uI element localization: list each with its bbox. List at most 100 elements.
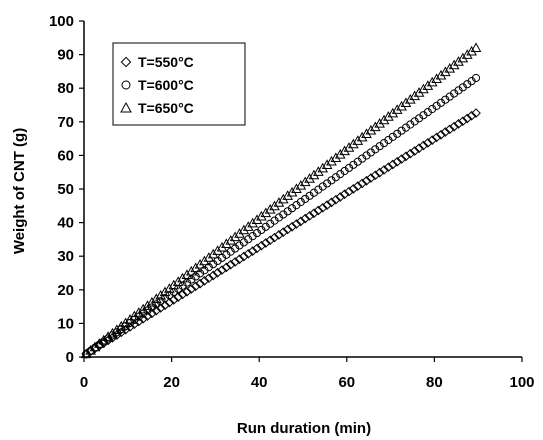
data-point — [334, 148, 346, 159]
data-point — [177, 289, 188, 300]
data-point — [199, 255, 210, 266]
data-point — [457, 52, 469, 63]
data-point — [120, 317, 131, 328]
data-point — [239, 251, 249, 262]
y-tick-label: 0 — [66, 349, 74, 366]
data-point — [365, 124, 377, 135]
data-point — [85, 345, 96, 355]
data-point — [199, 276, 210, 286]
data-point — [242, 221, 254, 231]
data-point — [348, 138, 359, 149]
y-tick-label: 60 — [57, 147, 74, 164]
data-point — [378, 114, 390, 125]
y-ticks: 0 10 20 30 40 50 60 70 80 90 100 — [49, 13, 84, 366]
data-point — [404, 93, 416, 104]
data-point — [102, 331, 114, 341]
data-point — [89, 341, 101, 352]
data-point — [330, 152, 342, 163]
legend-box — [112, 42, 246, 126]
data-point — [274, 230, 284, 240]
x-axis-title: Run duration (min) — [237, 420, 371, 437]
data-point — [115, 320, 127, 331]
series-diamond — [81, 108, 481, 359]
data-point — [265, 235, 275, 246]
data-point — [418, 83, 429, 94]
data-point — [111, 324, 123, 335]
y-tick-label: 100 — [49, 13, 74, 30]
data-point — [427, 135, 438, 145]
data-point — [352, 135, 364, 145]
data-point — [440, 66, 451, 77]
data-point — [107, 327, 118, 338]
y-tick-label: 20 — [57, 282, 74, 299]
data-point — [207, 248, 219, 259]
data-point — [322, 200, 332, 210]
data-point — [269, 232, 280, 243]
y-tick-label: 90 — [57, 47, 74, 64]
data-point — [182, 286, 192, 297]
data-point — [216, 241, 228, 252]
data-point — [129, 310, 140, 321]
data-point — [147, 308, 157, 319]
data-point — [466, 110, 477, 121]
data-point — [164, 283, 175, 293]
y-tick-label: 40 — [57, 215, 74, 232]
data-point — [203, 252, 215, 262]
data-point — [387, 159, 398, 170]
data-point — [453, 119, 464, 129]
legend-items: T=550°C T=600°C T=650°C — [120, 54, 194, 116]
data-point — [256, 210, 267, 221]
data-point — [326, 197, 337, 208]
data-point — [208, 270, 219, 281]
data-point — [225, 259, 236, 270]
data-point — [203, 273, 214, 284]
series-group — [80, 42, 482, 359]
legend-label: T=650°C — [138, 100, 194, 116]
data-point — [379, 165, 389, 175]
legend-marker-diamond — [120, 56, 132, 68]
data-point — [190, 262, 202, 273]
data-point — [304, 173, 315, 183]
data-point — [396, 100, 407, 111]
x-ticks: 0 20 40 60 80 100 — [80, 357, 535, 391]
data-point — [286, 186, 298, 197]
data-point — [366, 173, 376, 183]
data-point — [401, 151, 411, 162]
data-point — [426, 76, 438, 87]
data-point — [98, 334, 110, 345]
data-point — [138, 313, 148, 324]
data-point — [225, 234, 237, 245]
data-point — [352, 181, 363, 192]
y-tick-label: 30 — [57, 248, 74, 265]
data-point — [277, 193, 289, 204]
data-point — [85, 346, 96, 357]
data-point — [374, 118, 385, 128]
data-point — [260, 207, 272, 218]
data-point — [409, 146, 420, 156]
data-point — [160, 300, 170, 311]
data-point — [295, 216, 306, 227]
data-point — [387, 107, 399, 118]
data-point — [137, 303, 149, 314]
data-point — [391, 104, 403, 114]
data-point — [431, 132, 442, 143]
data-point — [356, 131, 368, 142]
data-point — [252, 243, 262, 254]
data-point — [230, 257, 240, 267]
data-point — [229, 231, 241, 242]
y-tick-label: 70 — [57, 114, 74, 131]
y-tick-label: 10 — [57, 315, 74, 332]
data-point — [369, 121, 381, 132]
x-tick-label: 60 — [338, 374, 355, 391]
data-point — [462, 113, 473, 124]
data-point — [251, 214, 263, 224]
data-point — [282, 224, 293, 235]
data-point — [107, 332, 118, 343]
data-point — [217, 265, 227, 275]
data-point — [142, 311, 153, 321]
data-point — [212, 267, 223, 278]
data-point — [339, 145, 350, 156]
data-point — [155, 289, 166, 300]
data-point — [304, 211, 315, 221]
data-point — [400, 97, 412, 108]
